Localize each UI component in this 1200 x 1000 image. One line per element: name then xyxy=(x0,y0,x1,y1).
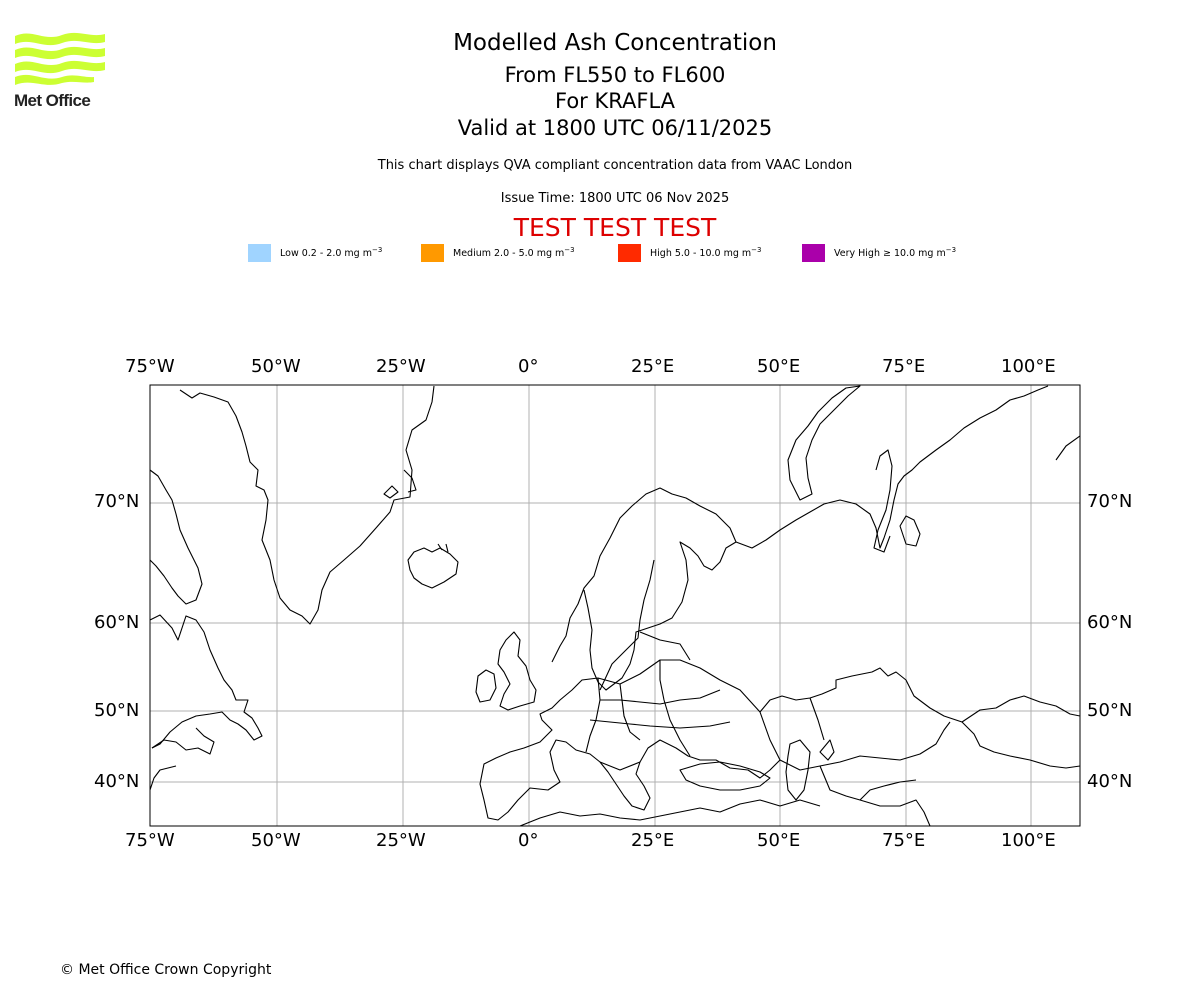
legend-label-very-high: Very High ≥ 10.0 mg m−3 xyxy=(834,246,957,260)
legend-swatch-high xyxy=(618,244,641,262)
legend-item-high: High 5.0 - 10.0 mg m−3 xyxy=(618,244,762,262)
lat-tick-right: 50°N xyxy=(1087,700,1133,721)
lat-tick-left: 60°N xyxy=(94,612,140,633)
legend-item-medium: Medium 2.0 - 5.0 mg m−3 xyxy=(421,244,575,262)
legend-item-very-high: Very High ≥ 10.0 mg m−3 xyxy=(802,244,956,262)
copyright-notice: © Met Office Crown Copyright xyxy=(60,962,272,978)
map-frame xyxy=(149,384,1081,827)
lon-tick-top: 0° xyxy=(518,356,539,377)
test-banner: TEST TEST TEST xyxy=(513,213,717,242)
met-office-logo: Met Office xyxy=(14,30,106,112)
lat-tick-right: 70°N xyxy=(1087,491,1133,512)
lon-tick-bottom: 50°W xyxy=(251,830,301,851)
chart-description: This chart displays QVA compliant concen… xyxy=(377,158,853,173)
lon-tick-top: 100°E xyxy=(1001,356,1056,377)
lon-tick-top: 50°W xyxy=(251,356,301,377)
legend-label-low: Low 0.2 - 2.0 mg m−3 xyxy=(280,246,383,260)
lon-tick-bottom: 75°W xyxy=(125,830,175,851)
lat-tick-left: 50°N xyxy=(94,700,140,721)
legend-label-medium: Medium 2.0 - 5.0 mg m−3 xyxy=(453,246,575,260)
valid-time: Valid at 1800 UTC 06/11/2025 xyxy=(457,116,773,140)
chart-title: Modelled Ash Concentration xyxy=(453,30,777,56)
lon-tick-bottom: 25°W xyxy=(376,830,426,851)
legend-item-low: Low 0.2 - 2.0 mg m−3 xyxy=(248,244,382,262)
lon-tick-bottom: 25°E xyxy=(631,830,675,851)
gridlines xyxy=(150,385,1080,826)
lat-tick-left: 70°N xyxy=(94,491,140,512)
volcano-name: For KRAFLA xyxy=(555,89,675,113)
lon-tick-top: 50°E xyxy=(757,356,801,377)
legend-label-high: High 5.0 - 10.0 mg m−3 xyxy=(650,246,762,260)
issue-time: Issue Time: 1800 UTC 06 Nov 2025 xyxy=(500,191,730,206)
coastlines xyxy=(150,385,1080,826)
flight-level-range: From FL550 to FL600 xyxy=(504,63,726,87)
legend-swatch-very-high xyxy=(802,244,825,262)
lat-tick-left: 40°N xyxy=(94,771,140,792)
concentration-legend: Low 0.2 - 2.0 mg m−3 Medium 2.0 - 5.0 mg… xyxy=(248,244,956,262)
lat-tick-right: 40°N xyxy=(1087,771,1133,792)
lon-tick-bottom: 75°E xyxy=(882,830,926,851)
lon-tick-top: 25°E xyxy=(631,356,675,377)
lat-tick-right: 60°N xyxy=(1087,612,1133,633)
legend-swatch-low xyxy=(248,244,271,262)
lon-tick-bottom: 50°E xyxy=(757,830,801,851)
met-office-waves-icon xyxy=(15,32,105,85)
legend-swatch-medium xyxy=(421,244,444,262)
lon-tick-bottom: 100°E xyxy=(1001,830,1056,851)
met-office-wordmark: Met Office xyxy=(14,91,91,110)
lon-tick-top: 25°W xyxy=(376,356,426,377)
lon-tick-top: 75°W xyxy=(125,356,175,377)
lon-tick-bottom: 0° xyxy=(518,830,539,851)
lon-tick-top: 75°E xyxy=(882,356,926,377)
